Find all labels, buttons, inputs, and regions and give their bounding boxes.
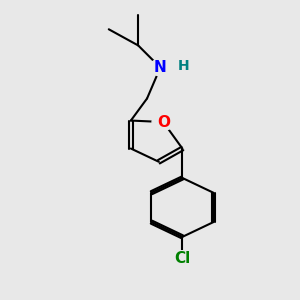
Text: H: H <box>178 59 189 73</box>
Text: O: O <box>157 115 170 130</box>
Ellipse shape <box>166 251 199 267</box>
Ellipse shape <box>152 114 174 130</box>
Text: Cl: Cl <box>174 251 190 266</box>
Ellipse shape <box>149 59 172 76</box>
Text: N: N <box>154 60 167 75</box>
